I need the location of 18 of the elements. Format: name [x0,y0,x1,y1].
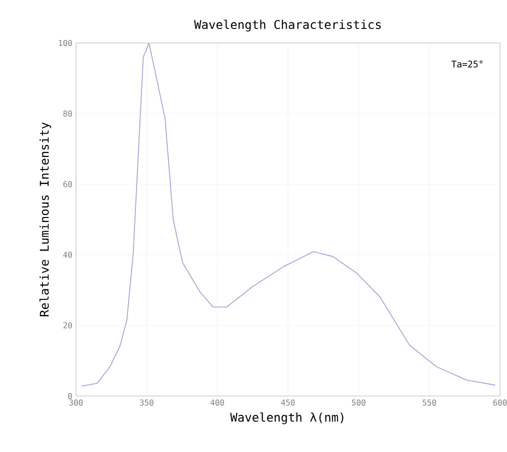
x-tick-label: 300 [69,400,83,406]
annotation: Ta=25° [451,60,482,68]
y-tick-label: 20 [63,322,72,328]
x-tick-label: 400 [210,400,224,406]
x-axis-title: Wavelength λ(nm) [230,412,344,424]
y-axis-title: Relative Luminous Intensity [39,122,52,316]
x-tick-label: 550 [422,400,436,406]
x-tick-label: 600 [493,400,507,406]
x-tick-label: 500 [352,400,366,406]
chart-title: Wavelength Characteristics [194,20,381,32]
x-tick-label: 450 [281,400,295,406]
line-series [81,42,496,386]
x-tick-label: 350 [140,400,154,406]
y-tick-label: 100 [58,40,72,46]
y-tick-label: 80 [63,110,72,117]
y-tick-label: 60 [63,181,72,188]
y-tick-label: 40 [63,252,72,258]
y-tick-label: 0 [68,392,72,400]
